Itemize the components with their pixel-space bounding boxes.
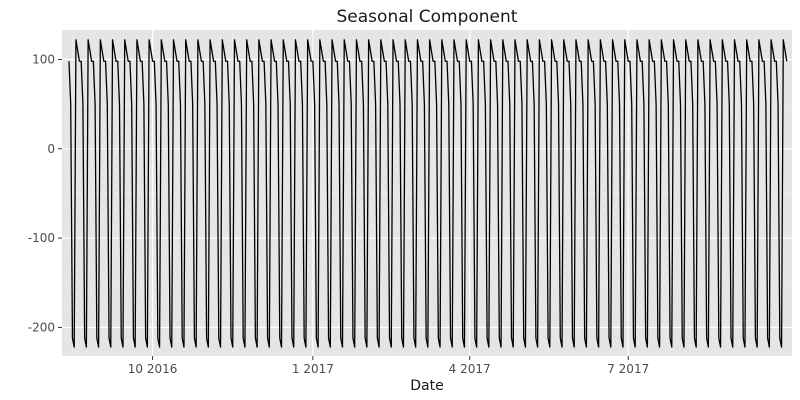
x-tick-label: 4 2017 [449,362,491,376]
y-tick-label: -200 [28,320,55,334]
chart-title: Seasonal Component [337,7,518,27]
x-tick-label: 7 2017 [607,362,649,376]
y-tick-label: 0 [47,142,55,156]
y-tick-label: -100 [28,231,55,245]
y-tick-label: 100 [32,52,55,66]
x-axis: 10 2016 1 2017 4 2017 7 2017 [128,356,649,376]
x-tick-label: 1 2017 [292,362,334,376]
x-tick-label: 10 2016 [128,362,178,376]
y-axis: 100 0 -100 -200 [28,52,62,334]
series-group [68,39,788,348]
seasonal-series-line [68,39,788,348]
x-axis-title: Date [410,378,443,394]
